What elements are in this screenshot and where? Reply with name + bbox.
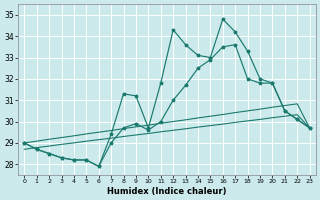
X-axis label: Humidex (Indice chaleur): Humidex (Indice chaleur)	[107, 187, 227, 196]
